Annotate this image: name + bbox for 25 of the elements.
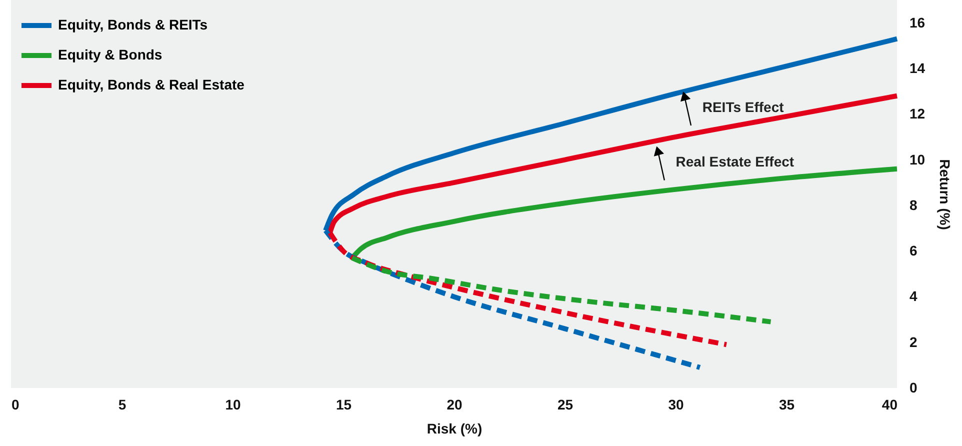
legend-label: Equity & Bonds [58, 46, 162, 62]
x-tick-label: 30 [668, 396, 684, 412]
x-tick-label: 10 [225, 396, 241, 412]
x-tick-label: 0 [12, 396, 20, 412]
y-axis-title: Return (%) [937, 159, 954, 230]
x-tick-label: 25 [557, 396, 574, 412]
annotation: REITs Effect [702, 98, 784, 115]
y-tick-label: 16 [910, 14, 926, 30]
x-tick-label: 5 [118, 396, 126, 412]
x-tick-label: 15 [336, 396, 352, 412]
legend-label: Equity, Bonds & REITs [58, 16, 208, 32]
y-tick-label: 4 [910, 288, 918, 304]
y-tick-label: 6 [910, 242, 918, 259]
y-tick-label: 10 [910, 151, 926, 168]
legend-label: Equity, Bonds & Real Estate [58, 76, 245, 92]
y-tick-label: 0 [910, 380, 918, 396]
x-tick-label: 40 [882, 396, 898, 412]
y-tick-label: 2 [910, 334, 918, 350]
x-axis-title: Risk (%) [426, 420, 482, 436]
x-tick-label: 20 [446, 396, 462, 412]
y-tick-label: 8 [910, 196, 918, 213]
x-tick-label: 35 [778, 396, 795, 412]
y-tick-label: 14 [910, 60, 926, 76]
y-tick-label: 12 [910, 106, 926, 122]
annotation: Real Estate Effect [676, 154, 794, 170]
